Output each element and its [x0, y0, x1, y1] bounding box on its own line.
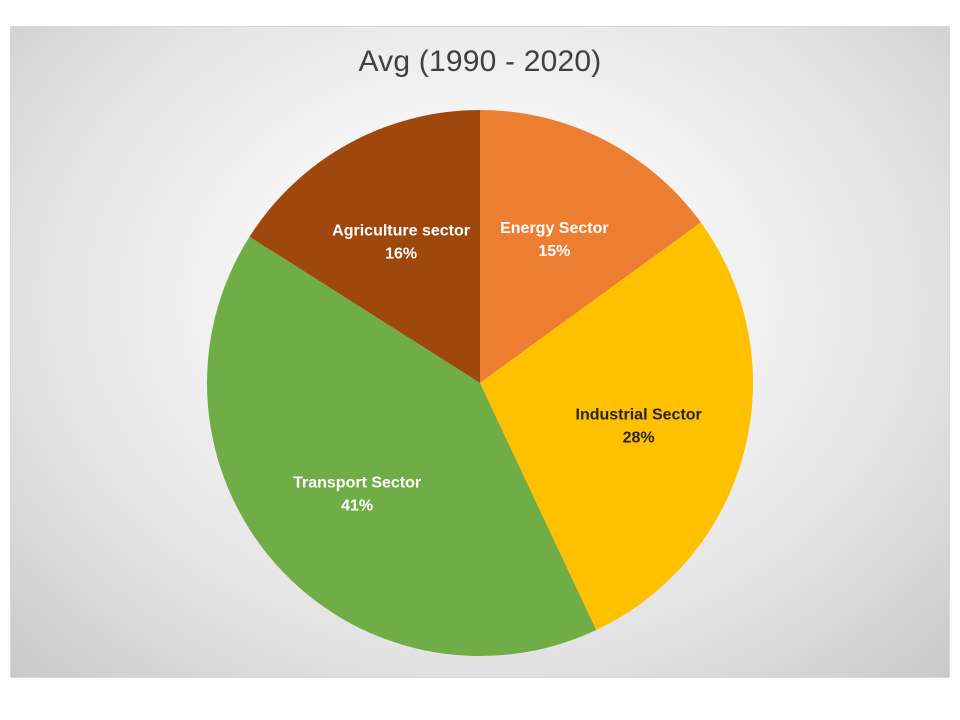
slice-label-percent: 16%: [385, 245, 417, 262]
pie-slice-energy-sector: [480, 110, 701, 383]
pie-slice-agriculture-sector: [249, 110, 480, 383]
pie-slice-industrial-sector: [480, 222, 753, 631]
slice-label-percent: 28%: [623, 430, 655, 447]
slice-label-name: Energy Sector: [500, 220, 608, 237]
slice-label-percent: 15%: [538, 243, 570, 260]
pie-labels: Energy Sector 15% Industrial Sector 28% Tran…: [293, 220, 702, 514]
pie-slices: [207, 110, 753, 656]
pie-slice-transport-sector: [207, 236, 597, 656]
slice-label-name: Agriculture sector: [332, 222, 470, 239]
chart-title: Avg (1990 - 2020): [358, 45, 602, 78]
slice-label-percent: 41%: [341, 497, 373, 514]
slice-label-name: Industrial Sector: [576, 407, 702, 424]
slice-label-name: Transport Sector: [293, 474, 421, 491]
